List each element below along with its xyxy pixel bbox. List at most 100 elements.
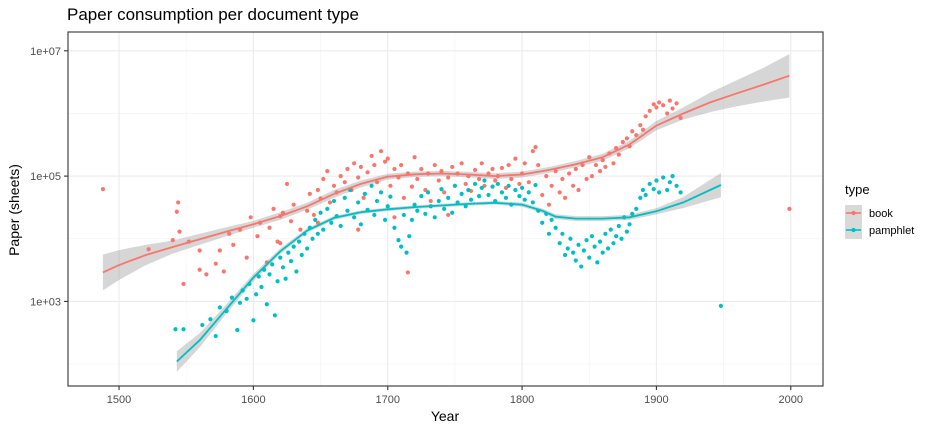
pamphlet-point: [603, 231, 608, 236]
pamphlet-point: [472, 181, 478, 187]
pamphlet-point: [362, 191, 367, 196]
pamphlet-point: [600, 250, 605, 255]
book-point: [356, 227, 361, 232]
pamphlet-point: [579, 264, 584, 269]
book-point: [361, 195, 366, 200]
book-point: [248, 215, 253, 220]
book-point: [428, 198, 433, 204]
book-point: [284, 181, 290, 187]
pamphlet-point: [495, 181, 500, 187]
book-point: [221, 269, 226, 274]
book-point: [476, 176, 482, 182]
x-axis: 1500 1600 1700 1800 1900 2000: [107, 386, 803, 406]
book-point: [589, 174, 595, 179]
pamphlet-point: [385, 204, 390, 209]
book-point: [446, 175, 451, 180]
y-tick-label: 1e+05: [30, 171, 61, 183]
book-point: [358, 164, 363, 170]
pamphlet-point: [640, 187, 646, 193]
book-point: [342, 180, 347, 185]
pamphlet-point: [237, 300, 243, 305]
pamphlet-point: [342, 195, 347, 200]
book-point: [432, 162, 437, 168]
pamphlet-point: [315, 231, 320, 236]
book-point: [177, 229, 182, 234]
book-point: [197, 267, 202, 272]
pamphlet-point: [560, 231, 565, 236]
book-point: [638, 123, 643, 128]
pamphlet-point: [533, 182, 538, 188]
pamphlet-point: [466, 187, 471, 193]
pamphlet-point: [208, 317, 213, 322]
pamphlet-point: [587, 255, 592, 260]
legend-label: pamphlet: [869, 225, 914, 237]
x-tick-label: 2000: [779, 394, 803, 406]
pamphlet-point: [404, 250, 409, 255]
book-point: [614, 145, 619, 151]
pamphlet-point: [519, 185, 525, 190]
pamphlet-point: [338, 223, 343, 229]
pamphlet-point: [616, 223, 621, 229]
book-point: [331, 183, 337, 188]
pamphlet-point: [589, 234, 595, 239]
y-axis-title: Paper (sheets): [6, 164, 22, 256]
pamphlet-point: [571, 250, 576, 255]
book-point: [227, 231, 232, 236]
pamphlet-point: [643, 192, 648, 198]
pamphlet-point: [331, 198, 337, 204]
pamphlet-point: [213, 333, 218, 339]
pamphlet-point: [415, 208, 420, 213]
pamphlet-point: [665, 187, 670, 193]
pamphlet-point: [592, 244, 597, 249]
book-point: [311, 212, 316, 218]
pamphlet-point: [654, 178, 659, 183]
pamphlet-point: [624, 229, 629, 234]
pamphlet-point: [358, 222, 363, 227]
smooth-fit-lines: [102, 74, 790, 363]
pamphlet-point: [286, 250, 291, 255]
book-point: [576, 187, 581, 193]
pamphlet-point: [401, 212, 406, 218]
x-tick-label: 1800: [510, 394, 534, 406]
book-point: [616, 152, 621, 157]
pamphlet-point: [181, 327, 186, 332]
book-point: [401, 195, 406, 200]
pamphlet-point: [356, 200, 361, 205]
pamphlet-point: [526, 190, 531, 195]
panel-border: [67, 31, 824, 387]
book-point: [181, 281, 186, 287]
pamphlet-point: [259, 284, 264, 290]
pamphlet-point: [479, 185, 484, 190]
pamphlet-point: [253, 292, 259, 297]
book-point: [651, 102, 656, 107]
book-point: [493, 178, 498, 183]
book-point: [345, 166, 350, 172]
book-point: [409, 184, 415, 189]
pamphlet-point: [425, 190, 431, 195]
pamphlet-point: [667, 180, 672, 185]
book-point: [522, 161, 527, 166]
book-point: [678, 115, 683, 120]
book-point: [267, 225, 272, 230]
pamphlet-point: [486, 192, 491, 198]
book-point: [372, 162, 377, 168]
legend-key-point: [851, 227, 856, 233]
legend-label: book: [869, 208, 893, 220]
pamphlet-point: [321, 227, 326, 232]
book-point: [388, 183, 393, 188]
legend: type book pamphlet: [845, 182, 914, 239]
pamphlet-point: [305, 246, 310, 251]
book-point: [526, 180, 531, 185]
pamphlet-point: [490, 184, 495, 189]
book-point: [562, 195, 568, 200]
y-tick-label: 1e+07: [30, 46, 61, 58]
pamphlet-point: [409, 217, 415, 223]
pamphlet-point: [229, 295, 234, 300]
x-axis-title: Year: [431, 408, 460, 424]
legend-item-book: book: [845, 205, 893, 222]
pamphlet-point: [419, 193, 424, 199]
chart-title: Paper consumption per document type: [67, 5, 359, 24]
book-point: [620, 139, 625, 145]
pamphlet-point: [352, 215, 357, 220]
